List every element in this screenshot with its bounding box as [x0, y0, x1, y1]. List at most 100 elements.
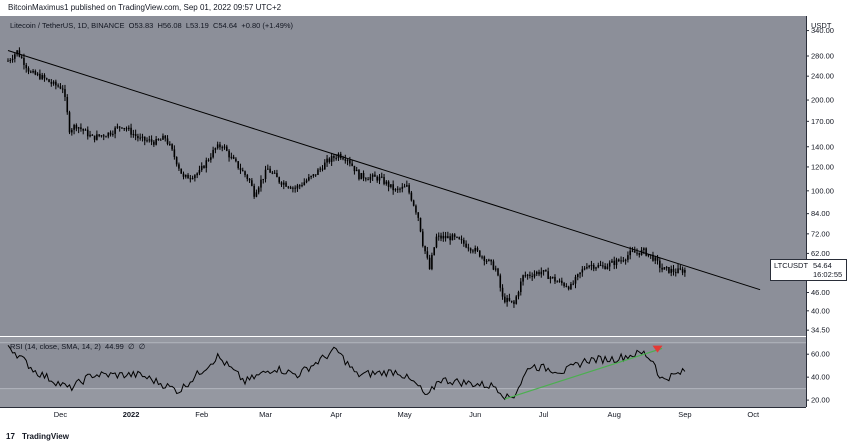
candle-body: [631, 250, 634, 252]
price-tick-label: 280.00: [811, 51, 834, 60]
candle: [554, 274, 556, 285]
candle: [59, 83, 62, 90]
candle-body: [205, 160, 208, 168]
candle: [349, 156, 351, 167]
candle: [401, 183, 404, 193]
candle: [260, 175, 262, 192]
candle-body: [221, 147, 224, 149]
candle-body: [636, 252, 638, 254]
candle: [91, 134, 94, 136]
footer-brand[interactable]: TradingView: [22, 432, 69, 441]
time-tick-label: Feb: [195, 410, 208, 419]
candle-body: [387, 181, 390, 187]
candle: [308, 173, 310, 182]
candle-body: [346, 160, 349, 162]
rsi-legend[interactable]: RSI (14, close, SMA, 14, 2) 44.99 ∅ ∅: [10, 342, 145, 351]
candle: [558, 278, 561, 283]
rsi-legend-title[interactable]: RSI (14, close, SMA, 14, 2): [10, 342, 101, 351]
candle-body: [481, 256, 483, 258]
candle: [241, 167, 244, 172]
currency-label[interactable]: USDT: [811, 21, 832, 30]
candle-body: [178, 164, 180, 169]
candle: [627, 251, 629, 263]
candle-body: [661, 267, 663, 270]
price-tick-label: 84.00: [811, 209, 830, 218]
candle-body: [483, 256, 486, 262]
candle: [374, 171, 376, 177]
candle-body: [472, 250, 474, 252]
candle: [298, 184, 301, 190]
candle-body: [68, 112, 71, 133]
candle-body: [431, 255, 433, 270]
candle: [96, 130, 98, 141]
candle-body: [164, 135, 167, 139]
candle: [184, 174, 187, 179]
candle-body: [355, 169, 358, 172]
candle-body: [681, 269, 684, 273]
candle: [579, 272, 581, 279]
candle: [510, 300, 513, 304]
candle: [289, 185, 292, 190]
candle-body: [428, 257, 431, 270]
candle: [251, 178, 253, 187]
candle: [223, 144, 226, 150]
candle: [540, 267, 543, 278]
candle: [674, 268, 677, 277]
candle: [437, 232, 440, 241]
candle: [661, 263, 663, 273]
candle-body: [328, 158, 331, 162]
symbol-title[interactable]: Litecoin / TetherUS, 1D, BINANCE: [10, 21, 125, 30]
symbol-legend[interactable]: Litecoin / TetherUS, 1D, BINANCE O53.83 …: [10, 21, 293, 30]
candle-body: [627, 255, 629, 260]
candle-body: [200, 165, 203, 171]
candle-body: [367, 179, 369, 181]
candle: [314, 174, 317, 177]
candle-body: [469, 248, 472, 251]
time-tick-label: Mar: [259, 410, 272, 419]
candle: [417, 211, 420, 222]
candle: [11, 54, 14, 63]
candle: [435, 233, 438, 249]
chart-area[interactable]: 340.00 280.00 240.00 200.00 170.00 140.00 120.…: [0, 16, 850, 430]
open-label: O: [128, 21, 135, 30]
candle-body: [376, 176, 379, 181]
tradingview-logo-icon[interactable]: 17: [6, 432, 15, 441]
candle: [287, 185, 290, 189]
candle-body: [485, 260, 488, 262]
candle: [611, 258, 613, 263]
chart-canvas[interactable]: 340.00 280.00 240.00 200.00 170.00 140.00 120.…: [0, 16, 850, 430]
candle: [333, 154, 335, 162]
candle: [679, 265, 682, 271]
candle: [351, 159, 353, 167]
candle: [478, 250, 481, 258]
candle: [576, 273, 579, 281]
candle: [547, 267, 549, 280]
candle-body: [148, 139, 151, 141]
candle-body: [529, 274, 531, 276]
candle: [153, 140, 155, 147]
candle-body: [665, 267, 668, 269]
candle-body: [608, 262, 611, 267]
candle-body: [326, 158, 328, 163]
candle: [73, 123, 75, 135]
candle-body: [506, 297, 508, 303]
candle: [23, 53, 25, 70]
candle-body: [232, 156, 235, 159]
candle: [624, 258, 627, 265]
candle: [116, 123, 119, 129]
candle-body: [451, 234, 454, 241]
candle: [346, 159, 349, 166]
candle-body: [390, 184, 392, 187]
candle: [230, 152, 233, 160]
candle: [399, 187, 401, 193]
candle: [48, 78, 50, 83]
candle: [622, 257, 625, 263]
candle: [442, 231, 445, 242]
candle-body: [296, 185, 299, 189]
candle: [390, 184, 392, 189]
candle: [61, 85, 64, 94]
candle-body: [159, 139, 162, 141]
candle: [52, 80, 55, 86]
candle: [369, 173, 372, 183]
candle-body: [75, 125, 78, 129]
